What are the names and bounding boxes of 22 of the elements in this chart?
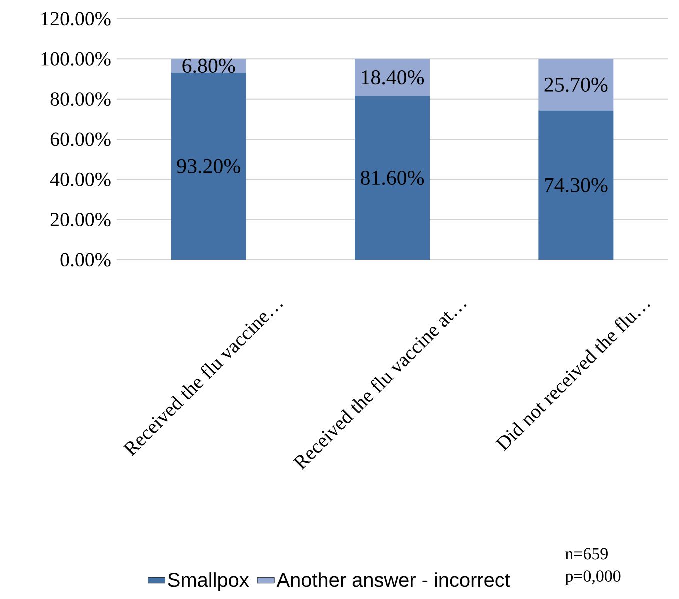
y-tick-label: 100.00% <box>42 52 111 66</box>
data-label: 74.30% <box>545 178 608 192</box>
legend-label: Smallpox <box>168 572 250 592</box>
y-tick-label: 40.00% <box>50 172 111 186</box>
data-label: 93.20% <box>177 159 240 174</box>
data-label: 25.70% <box>544 78 608 92</box>
y-tick-label: 80.00% <box>50 92 111 106</box>
legend-label: Another answer - incorrect <box>276 572 510 588</box>
text: n=659 <box>566 548 608 560</box>
bar <box>171 72 246 260</box>
bar <box>355 96 430 260</box>
y-tick-label: 120.00% <box>42 12 111 26</box>
data-label: 18.40% <box>362 70 424 85</box>
y-tick-label: 20.00% <box>50 213 111 227</box>
data-label: 6.80% <box>182 58 236 74</box>
bar <box>538 110 614 260</box>
bar <box>538 59 614 111</box>
y-tick-label: 0.00% <box>60 253 111 267</box>
text: p=0,000 <box>565 570 621 586</box>
data-label: 81.60% <box>361 170 424 186</box>
y-tick-label: 60.00% <box>50 132 111 146</box>
bar <box>355 59 430 96</box>
